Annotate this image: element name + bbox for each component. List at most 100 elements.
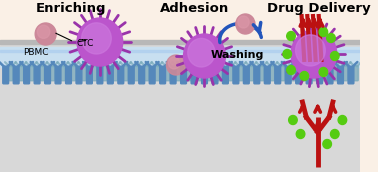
FancyBboxPatch shape xyxy=(259,66,264,81)
Circle shape xyxy=(37,25,50,38)
Bar xyxy=(0,50,359,52)
FancyBboxPatch shape xyxy=(317,66,322,84)
Bar xyxy=(0,42,359,172)
Circle shape xyxy=(82,23,111,54)
FancyBboxPatch shape xyxy=(175,66,180,81)
FancyBboxPatch shape xyxy=(154,66,160,81)
FancyBboxPatch shape xyxy=(191,66,197,84)
Text: Enriching: Enriching xyxy=(36,2,107,15)
FancyBboxPatch shape xyxy=(186,66,191,81)
FancyBboxPatch shape xyxy=(248,66,254,81)
FancyBboxPatch shape xyxy=(65,66,71,84)
Circle shape xyxy=(236,14,255,34)
FancyBboxPatch shape xyxy=(181,66,186,84)
Circle shape xyxy=(296,130,305,138)
Text: PBMC: PBMC xyxy=(23,48,49,57)
Circle shape xyxy=(323,139,332,148)
FancyBboxPatch shape xyxy=(238,66,243,81)
FancyBboxPatch shape xyxy=(201,66,208,84)
FancyBboxPatch shape xyxy=(223,66,228,84)
FancyBboxPatch shape xyxy=(24,66,29,84)
FancyBboxPatch shape xyxy=(264,66,270,84)
Circle shape xyxy=(35,23,56,45)
FancyBboxPatch shape xyxy=(243,66,249,84)
FancyBboxPatch shape xyxy=(306,66,312,84)
FancyBboxPatch shape xyxy=(170,66,176,84)
FancyBboxPatch shape xyxy=(3,66,9,84)
FancyBboxPatch shape xyxy=(212,66,218,84)
FancyBboxPatch shape xyxy=(196,66,201,81)
FancyBboxPatch shape xyxy=(123,66,128,81)
Text: Drug Delivery: Drug Delivery xyxy=(267,2,370,15)
Text: Adhesion: Adhesion xyxy=(160,2,229,15)
Circle shape xyxy=(238,16,249,28)
FancyBboxPatch shape xyxy=(129,66,134,84)
Circle shape xyxy=(184,34,225,78)
Circle shape xyxy=(188,38,215,67)
Circle shape xyxy=(168,57,180,69)
FancyBboxPatch shape xyxy=(149,66,155,84)
Circle shape xyxy=(283,50,291,58)
Text: CTC: CTC xyxy=(76,39,93,47)
FancyBboxPatch shape xyxy=(76,66,82,84)
Circle shape xyxy=(289,116,297,125)
FancyBboxPatch shape xyxy=(91,66,97,81)
Bar xyxy=(0,47,359,67)
FancyBboxPatch shape xyxy=(285,66,291,84)
FancyBboxPatch shape xyxy=(311,66,316,81)
FancyBboxPatch shape xyxy=(102,66,107,81)
Circle shape xyxy=(291,30,337,78)
Circle shape xyxy=(327,34,335,42)
FancyBboxPatch shape xyxy=(322,66,327,81)
FancyBboxPatch shape xyxy=(107,66,113,84)
Circle shape xyxy=(319,28,328,36)
Circle shape xyxy=(300,72,308,80)
FancyBboxPatch shape xyxy=(19,66,23,81)
FancyBboxPatch shape xyxy=(45,66,50,84)
FancyBboxPatch shape xyxy=(343,66,348,81)
Circle shape xyxy=(330,51,339,61)
Circle shape xyxy=(287,31,295,40)
FancyBboxPatch shape xyxy=(118,66,124,84)
FancyBboxPatch shape xyxy=(165,66,170,81)
Circle shape xyxy=(338,116,347,125)
Circle shape xyxy=(330,130,339,138)
FancyBboxPatch shape xyxy=(327,66,333,84)
FancyBboxPatch shape xyxy=(348,66,354,84)
Circle shape xyxy=(319,67,328,77)
FancyBboxPatch shape xyxy=(270,66,274,81)
FancyBboxPatch shape xyxy=(39,66,45,81)
FancyBboxPatch shape xyxy=(290,66,296,81)
FancyBboxPatch shape xyxy=(34,66,40,84)
FancyBboxPatch shape xyxy=(139,66,145,84)
Circle shape xyxy=(296,35,325,66)
Circle shape xyxy=(166,55,186,75)
FancyBboxPatch shape xyxy=(133,66,139,81)
Circle shape xyxy=(77,18,123,66)
FancyBboxPatch shape xyxy=(338,66,343,84)
FancyBboxPatch shape xyxy=(296,66,302,84)
FancyBboxPatch shape xyxy=(29,66,34,81)
FancyBboxPatch shape xyxy=(207,66,212,81)
FancyBboxPatch shape xyxy=(217,66,222,81)
Bar xyxy=(0,40,359,44)
Circle shape xyxy=(287,66,295,74)
FancyBboxPatch shape xyxy=(353,66,358,81)
Text: Washing: Washing xyxy=(211,50,265,60)
FancyBboxPatch shape xyxy=(233,66,239,84)
FancyBboxPatch shape xyxy=(332,66,337,81)
Bar xyxy=(0,0,359,42)
FancyBboxPatch shape xyxy=(228,66,233,81)
FancyBboxPatch shape xyxy=(254,66,260,84)
FancyBboxPatch shape xyxy=(144,66,149,81)
FancyBboxPatch shape xyxy=(275,66,280,84)
FancyBboxPatch shape xyxy=(60,66,65,81)
FancyBboxPatch shape xyxy=(8,66,13,81)
FancyBboxPatch shape xyxy=(81,66,86,81)
FancyBboxPatch shape xyxy=(13,66,19,84)
FancyBboxPatch shape xyxy=(97,66,103,84)
FancyBboxPatch shape xyxy=(280,66,285,81)
FancyBboxPatch shape xyxy=(55,66,61,84)
FancyBboxPatch shape xyxy=(87,66,92,84)
FancyBboxPatch shape xyxy=(113,66,118,81)
